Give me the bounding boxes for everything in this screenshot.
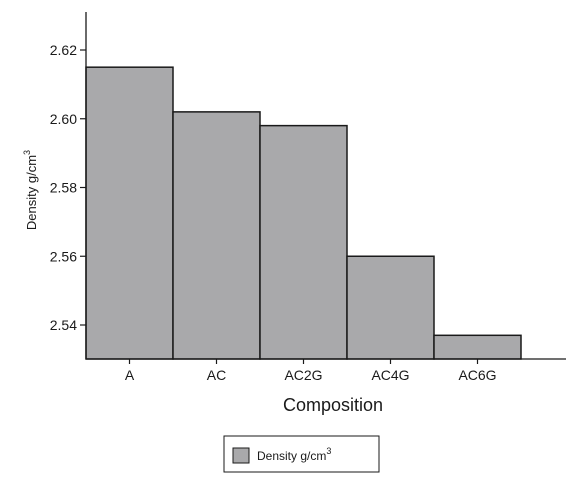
- bar-ac6g: [433, 334, 522, 360]
- x-tick-label: A: [125, 367, 135, 383]
- bars-group: [85, 66, 522, 360]
- bar-ac2g: [259, 124, 348, 360]
- x-tick-label: AC: [207, 367, 226, 383]
- legend-box: [223, 435, 380, 473]
- legend-swatch: [232, 447, 250, 464]
- x-axis-label: Composition: [283, 395, 383, 415]
- x-tick-label: AC2G: [284, 367, 322, 383]
- y-axis-label: Density g/cm3: [22, 150, 39, 230]
- y-axis-label-superscript: 3: [22, 150, 32, 155]
- bar-ac4g: [346, 255, 435, 360]
- y-tick-label: 2.56: [50, 248, 77, 264]
- x-tick-label: AC4G: [371, 367, 409, 383]
- bar-a: [85, 66, 174, 360]
- y-tick-label: 2.62: [50, 42, 77, 58]
- y-axis-label-text: Density g/cm: [24, 155, 39, 230]
- legend-label-superscript: 3: [326, 446, 331, 456]
- x-tick-label: AC6G: [458, 367, 496, 383]
- bar-ac: [172, 111, 261, 360]
- y-tick-label: 2.54: [50, 317, 77, 333]
- x-ticks-group: A AC AC2G AC4G AC6G: [125, 359, 497, 383]
- y-ticks-group: 2.54 2.56 2.58 2.60 2.62: [50, 42, 86, 333]
- legend-label: Density g/cm3: [257, 446, 331, 463]
- axes-group: [85, 12, 566, 360]
- y-tick-label: 2.58: [50, 180, 77, 196]
- y-tick-label: 2.60: [50, 111, 77, 127]
- legend-label-text: Density g/cm: [257, 449, 326, 463]
- legend: Density g/cm3: [223, 435, 380, 473]
